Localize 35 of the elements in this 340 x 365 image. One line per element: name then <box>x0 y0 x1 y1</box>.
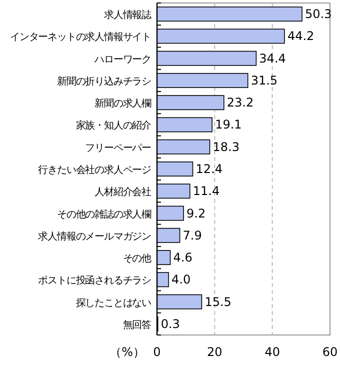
x-tick-label: 60 <box>322 345 338 359</box>
data-label: 50.3 <box>305 7 332 22</box>
y-tick-label: 新聞の求人欄 <box>94 98 152 110</box>
data-label: 23.2 <box>226 96 254 110</box>
data-label: 34.4 <box>259 51 286 66</box>
y-tick-label: 新聞の折り込みチラシ <box>56 75 152 88</box>
y-tick-label: 求人情報誌 <box>104 9 152 22</box>
data-label: 31.5 <box>250 73 278 88</box>
y-tick-label: 家族・知人の紹介 <box>76 120 152 132</box>
data-label: 44.2 <box>287 29 314 44</box>
data-label: 7.9 <box>182 228 202 242</box>
data-label: 4.6 <box>173 250 192 265</box>
data-label: 11.4 <box>192 184 220 198</box>
y-tick-label: インターネットの求人情報サイト <box>10 31 151 44</box>
data-label: 4.0 <box>172 272 191 287</box>
data-label: 18.3 <box>212 140 240 154</box>
y-tick-label: 無回答 <box>122 318 152 331</box>
data-label: 19.1 <box>215 118 242 132</box>
y-tick-label: 人材紹介会社 <box>94 186 152 198</box>
y-tick-label: その他の雑誌の求人欄 <box>56 208 152 220</box>
y-tick-label: フリーペーパー <box>85 142 152 154</box>
y-tick-label: 行きたい会社の求人ページ <box>38 164 152 176</box>
x-tick-label: 0 <box>153 345 161 359</box>
x-axis-title: （%） <box>110 345 145 359</box>
x-tick-label: 40 <box>264 345 280 359</box>
data-label: 9.2 <box>186 206 206 220</box>
y-tick-label: その他 <box>122 252 152 265</box>
y-tick-label: ハローワーク <box>94 54 151 66</box>
y-tick-label: 探したことはない <box>76 296 152 309</box>
data-label: 15.5 <box>204 294 232 309</box>
data-label: 0.3 <box>160 316 180 331</box>
data-label: 12.4 <box>196 162 222 176</box>
y-tick-label: 求人情報のメールマガジン <box>38 230 152 242</box>
y-tick-label: ポストに投函されるチラシ <box>38 274 152 287</box>
x-tick-label: 20 <box>207 345 222 359</box>
